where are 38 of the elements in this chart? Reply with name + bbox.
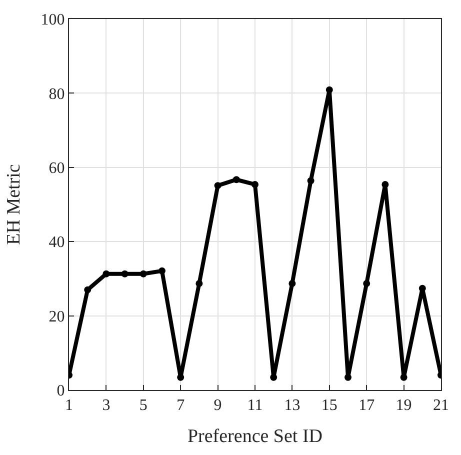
point	[252, 180, 258, 188]
point	[121, 270, 128, 278]
x-tick-label: 1	[65, 397, 73, 414]
point	[344, 374, 352, 381]
point	[382, 180, 389, 188]
x-tick-label: 15	[321, 397, 338, 414]
x-axis-title: Preference Set ID	[187, 426, 323, 447]
point	[177, 374, 184, 381]
point	[102, 270, 110, 278]
x-tick-label: 21	[433, 397, 449, 414]
point	[158, 267, 166, 274]
x-tick-label: 17	[358, 397, 375, 414]
x-tick-label: 13	[284, 397, 300, 414]
x-tick-label: 5	[139, 397, 148, 414]
point	[196, 280, 203, 288]
x-tick-label: 9	[214, 397, 222, 414]
point	[270, 374, 278, 381]
point	[84, 286, 92, 294]
point	[418, 284, 426, 292]
x-tick-label: 7	[176, 397, 185, 414]
x-tick-label: 19	[396, 397, 412, 414]
point	[400, 374, 408, 381]
y-tick-label: 80	[48, 86, 65, 103]
point	[288, 280, 296, 288]
x-tick-label: 3	[102, 397, 110, 414]
y-tick-label: 100	[40, 12, 65, 29]
x-tick-label: 11	[247, 397, 263, 414]
y-tick-label: 0	[56, 382, 65, 400]
point	[307, 177, 314, 184]
point	[363, 280, 370, 288]
y-tick-label: 40	[48, 234, 65, 252]
y-tick-label: 20	[48, 308, 65, 326]
point	[214, 182, 222, 190]
point	[326, 86, 333, 94]
y-tick-label: 60	[48, 160, 65, 177]
point	[232, 176, 240, 184]
point	[140, 270, 147, 278]
y-axis-title: EH Metric	[4, 164, 25, 245]
